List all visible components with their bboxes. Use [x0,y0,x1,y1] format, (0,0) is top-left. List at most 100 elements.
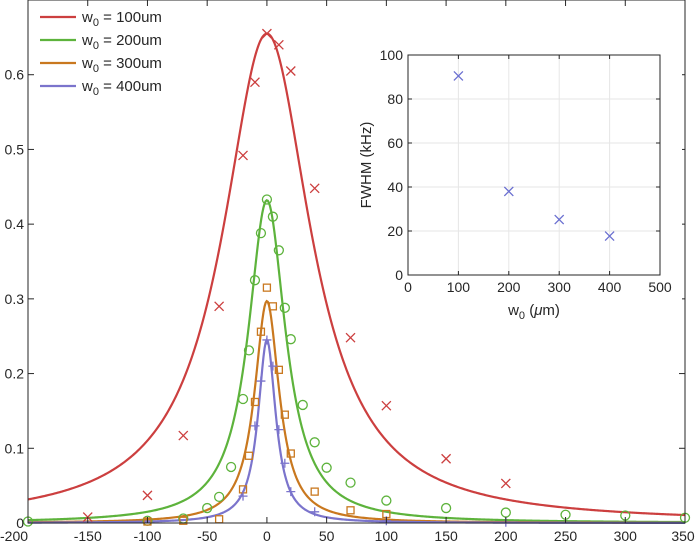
x-tick-label: 250 [554,528,578,544]
fit-curve-1 [27,32,686,517]
data-point [280,458,290,468]
inset-y-tick-label: 80 [387,91,403,107]
y-tick-label: 0.6 [5,67,25,83]
legend-label-3: w0 = 300um [81,55,162,75]
inset-x-tick-label: 0 [404,279,412,295]
data-point [256,327,266,336]
data-point [286,449,295,458]
data-point [321,462,332,473]
data-point [262,283,272,292]
data-point [345,477,356,488]
inset-x-tick-label: 400 [598,279,622,295]
data-point [225,461,237,473]
data-point [440,502,452,514]
data-point [237,393,249,405]
inset-x-tick-label: 100 [447,279,471,295]
inset-y-tick-label: 20 [387,223,403,239]
data-point [503,186,514,197]
data-point [453,70,464,81]
data-point [249,275,261,286]
data-point [268,302,278,311]
inset-background [352,38,682,324]
fit-curve-2 [27,198,685,524]
data-point [142,490,153,501]
legend: w0 = 100um w0 = 200um w0 = 300um w0 = 400um [40,9,162,98]
data-point [213,491,225,503]
inset-x-axis-label: w0 (μm) [507,302,560,322]
data-point [261,194,273,205]
x-tick-label: -200 [0,528,28,544]
inset-y-tick-label: 0 [395,267,403,283]
data-point [262,335,272,345]
legend-label-4: w0 = 400um [81,78,162,98]
legend-label-2: w0 = 200um [81,32,162,52]
data-point [178,430,189,441]
data-point [604,231,615,242]
x-tick-label: 300 [614,528,638,544]
x-tick-label: -50 [197,528,217,544]
data-point [309,437,320,448]
data-point [554,214,565,225]
inset-series-markers [453,70,615,242]
data-point [179,516,188,525]
inset-plot: 0 100 200 300 400 500 0 20 40 60 80 100 w0 (μm) FWHM … [352,38,682,324]
data-point [310,507,320,517]
x-tick-label: 100 [375,528,399,544]
data-point [309,183,320,194]
y-tick-label: 0.2 [5,366,25,382]
plot-frame [27,0,686,524]
inset-y-tick-label: 100 [380,47,404,63]
data-point [267,211,279,222]
data-point [273,245,285,256]
y-tick-label: 0.1 [5,440,25,456]
data-point [202,502,213,514]
data-point [268,361,278,371]
inset-x-tick-label: 300 [548,279,572,295]
x-tick-label: 50 [319,528,335,544]
data-point [214,301,225,312]
data-point [346,506,355,515]
data-point [256,376,266,386]
data-point [250,397,260,407]
series-1-markers [82,28,511,522]
y-tick-label: 0.4 [5,216,25,232]
data-point [285,66,296,76]
data-point [345,332,356,343]
inset-y-tick-label: 60 [387,135,403,151]
x-tick-label: 350 [671,528,695,544]
data-point [285,334,296,345]
x-tick-label: 0 [263,528,271,544]
data-point [243,345,255,356]
data-point [250,77,260,88]
data-point [238,150,248,161]
data-point [441,453,452,464]
inset-y-tick-label: 40 [387,179,403,195]
data-point [244,451,254,460]
data-point [238,491,248,501]
inset-x-tick-label: 200 [497,279,521,295]
data-point [274,425,284,435]
data-point [500,478,511,489]
x-tick-label: -100 [133,528,161,544]
x-tick-label: 200 [494,528,518,544]
data-point [279,302,290,313]
inset-x-tick-label: 500 [648,279,672,295]
data-point [310,487,319,496]
data-point [381,400,392,411]
y-tick-label: 0 [16,515,24,531]
x-tick-label: 150 [434,528,458,544]
legend-label-1: w0 = 100um [81,9,162,29]
y-tick-label: 0.5 [5,141,25,157]
data-point [274,365,284,374]
data-point [286,487,296,497]
inset-y-axis-label: FWHM (kHz) [358,122,375,209]
x-tick-label: -150 [74,528,102,544]
inset-frame [407,54,661,276]
y-tick-label: 0.3 [5,291,25,307]
data-point [297,399,308,411]
data-point [250,421,260,431]
data-point [255,227,267,239]
data-point [273,39,284,50]
data-point [381,495,392,506]
